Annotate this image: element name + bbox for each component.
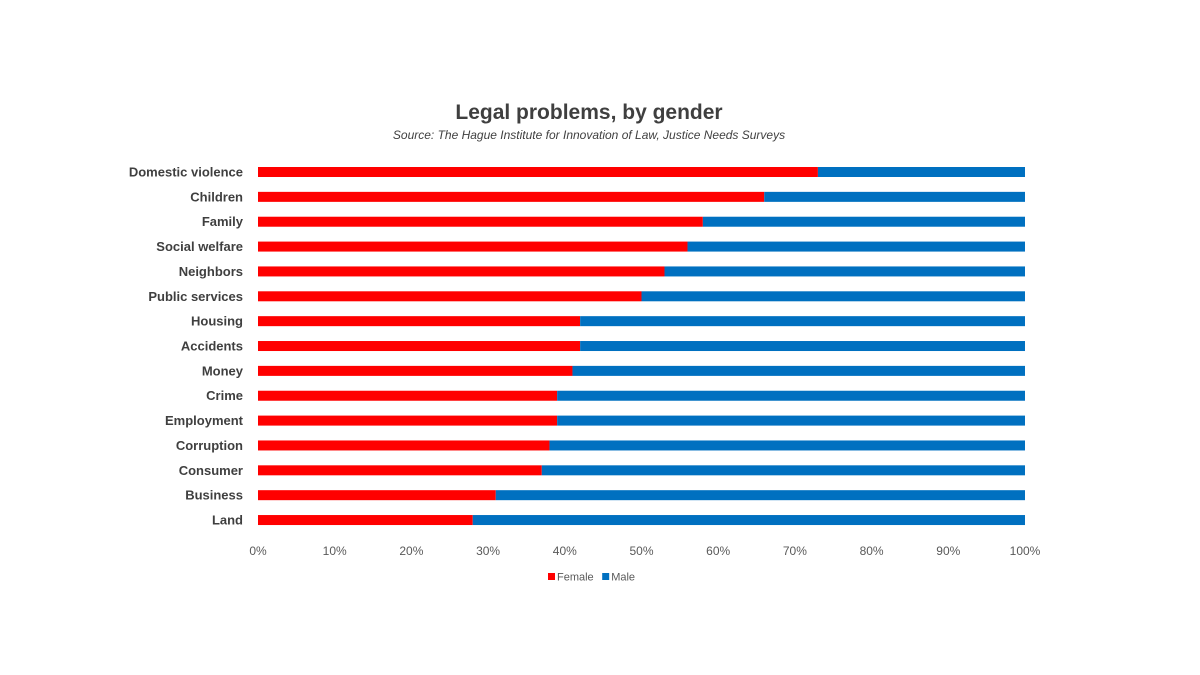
x-tick-label: 50%: [629, 544, 653, 558]
bar-female: [258, 341, 581, 352]
bar-male: [664, 266, 1025, 277]
bar-male: [764, 191, 1025, 202]
chart-title: Legal problems, by gender: [455, 101, 723, 124]
bar-female: [258, 490, 496, 501]
category-label: Employment: [165, 413, 244, 428]
legend-swatch-male: [602, 573, 610, 580]
bar-male: [702, 216, 1025, 227]
bar-female: [258, 515, 473, 526]
bar-female: [258, 216, 703, 227]
category-label: Children: [190, 189, 243, 204]
bar-female: [258, 241, 688, 252]
category-label: Crime: [206, 388, 243, 403]
bar-male: [580, 341, 1025, 352]
bar-female: [258, 291, 642, 302]
bar-male: [557, 390, 1025, 401]
x-tick-label: 100%: [1010, 544, 1041, 558]
x-tick-label: 20%: [399, 544, 423, 558]
bar-male: [495, 490, 1025, 501]
bar-female: [258, 465, 542, 476]
x-tick-label: 0%: [249, 544, 267, 558]
x-tick-label: 40%: [553, 544, 577, 558]
category-label: Family: [202, 214, 244, 229]
category-label: Money: [202, 363, 244, 378]
x-tick-label: 90%: [936, 544, 960, 558]
bar-female: [258, 316, 581, 327]
category-label: Accidents: [181, 339, 243, 354]
x-tick-label: 10%: [323, 544, 347, 558]
bar-male: [817, 167, 1025, 177]
bar-female: [258, 191, 765, 202]
category-label: Corruption: [176, 438, 243, 453]
bar-female: [258, 266, 665, 277]
bar-male: [572, 365, 1025, 376]
x-tick-label: 70%: [783, 544, 807, 558]
bar-female: [258, 440, 550, 451]
bar-male: [549, 440, 1025, 451]
bar-male: [641, 291, 1025, 302]
x-tick-label: 30%: [476, 544, 500, 558]
bar-male: [472, 515, 1025, 526]
category-label: Neighbors: [179, 264, 243, 279]
bar-male: [557, 415, 1025, 426]
bar-male: [580, 316, 1025, 327]
legend-swatch-female: [548, 573, 555, 580]
bar-male: [541, 465, 1025, 476]
legend-label: Female: [557, 572, 594, 584]
bar-female: [258, 390, 558, 401]
bar-female: [258, 167, 818, 177]
category-label: Public services: [148, 289, 243, 304]
category-label: Business: [185, 488, 243, 503]
x-tick-label: 60%: [706, 544, 730, 558]
category-label: Land: [212, 513, 243, 528]
category-label: Domestic violence: [129, 165, 243, 180]
category-label: Consumer: [179, 463, 243, 478]
chart-subtitle: Source: The Hague Institute for Innovati…: [392, 128, 786, 142]
x-tick-label: 80%: [860, 544, 884, 558]
legend-label: Male: [611, 572, 635, 584]
category-label: Social welfare: [156, 239, 243, 254]
bar-female: [258, 365, 573, 376]
bar-female: [258, 415, 558, 426]
bar-male: [687, 241, 1025, 252]
category-label: Housing: [191, 314, 243, 329]
